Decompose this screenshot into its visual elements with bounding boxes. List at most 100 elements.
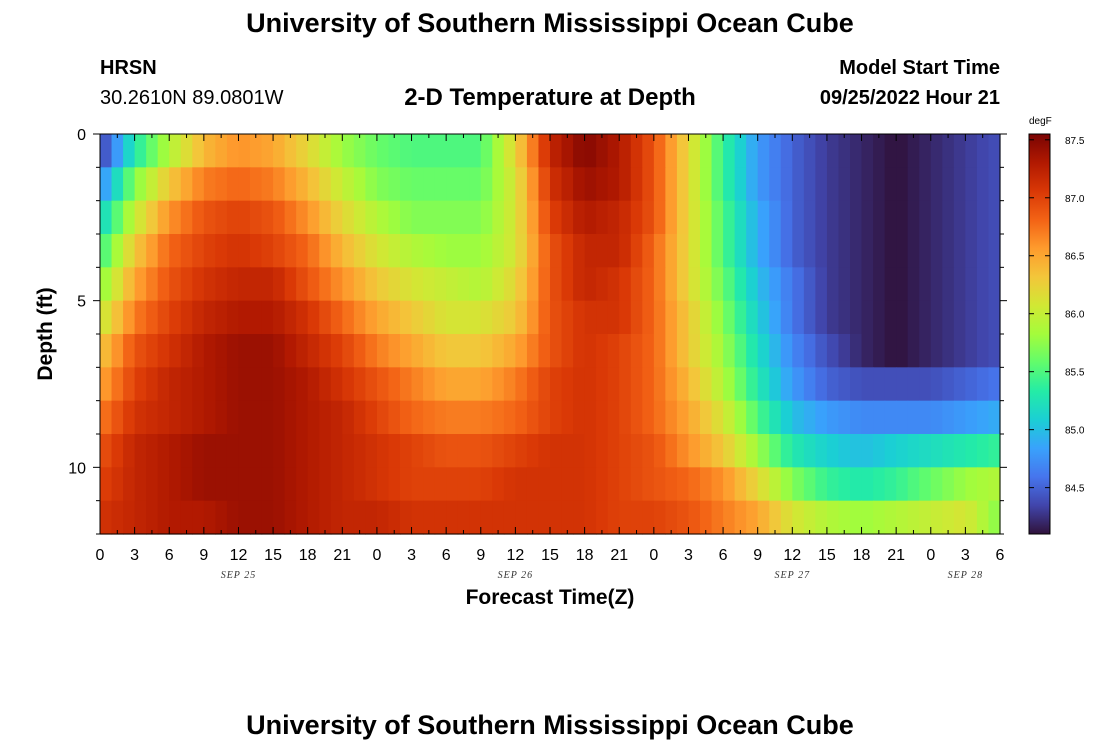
- heatmap-cell: [203, 200, 216, 235]
- heatmap-cell: [457, 200, 470, 235]
- heatmap-cell: [757, 200, 770, 235]
- heatmap-cell: [146, 167, 159, 202]
- heatmap-cell: [203, 234, 216, 268]
- heatmap-cell: [515, 334, 528, 368]
- heatmap-cell: [284, 234, 297, 268]
- heatmap-cell: [757, 367, 770, 402]
- heatmap-cell: [538, 134, 551, 168]
- heatmap-cell: [815, 200, 828, 235]
- heatmap-cell: [319, 167, 332, 202]
- heatmap-cell: [700, 367, 713, 402]
- heatmap-cell: [976, 300, 990, 335]
- heatmap-cell: [803, 234, 816, 268]
- heatmap-cell: [838, 234, 851, 268]
- heatmap-cell: [400, 500, 413, 535]
- heatmap-cell: [976, 434, 990, 468]
- heatmap-cell: [192, 167, 205, 202]
- heatmap-cell: [365, 400, 378, 435]
- heatmap-cell: [688, 467, 701, 502]
- heatmap-cell: [815, 234, 828, 268]
- heatmap-cell: [446, 434, 459, 468]
- heatmap-cell: [330, 267, 343, 302]
- heatmap-cell: [400, 400, 413, 435]
- heatmap-cell: [307, 200, 320, 235]
- heatmap-cell: [169, 134, 182, 168]
- heatmap-cell: [700, 500, 713, 535]
- heatmap-cell: [550, 334, 563, 368]
- heatmap-cell: [100, 367, 113, 402]
- heatmap-cell: [630, 367, 643, 402]
- heatmap-cell: [261, 334, 274, 368]
- heatmap-cell: [746, 267, 759, 302]
- heatmap-cell: [261, 200, 274, 235]
- heatmap-cell: [769, 334, 782, 368]
- heatmap-cell: [342, 134, 355, 168]
- heatmap-cell: [780, 467, 793, 502]
- heatmap-cell: [261, 400, 274, 435]
- heatmap-cell: [503, 434, 516, 468]
- heatmap-cell: [584, 400, 597, 435]
- heatmap-cell: [826, 334, 840, 368]
- heatmap-cell: [180, 434, 193, 468]
- heatmap-cell: [780, 367, 793, 402]
- heatmap-cell: [238, 434, 251, 468]
- heatmap-cell: [953, 200, 966, 235]
- heatmap-cell: [365, 300, 378, 335]
- heatmap-cell: [907, 300, 920, 335]
- heatmap-cell: [434, 167, 447, 202]
- heatmap-cell: [238, 500, 251, 535]
- heatmap-cell: [746, 200, 759, 235]
- heatmap-cell: [688, 334, 701, 368]
- heatmap-cell: [826, 267, 840, 302]
- heatmap-cell: [250, 400, 263, 435]
- heatmap-cell: [284, 167, 297, 202]
- heatmap-cell: [469, 467, 482, 502]
- heatmap-cell: [815, 500, 828, 535]
- heatmap-cell: [526, 300, 540, 335]
- heatmap-cell: [307, 434, 320, 468]
- heatmap-cell: [250, 467, 263, 502]
- heatmap-cell: [146, 234, 159, 268]
- heatmap-cell: [226, 267, 240, 302]
- heatmap-cell: [896, 234, 909, 268]
- heatmap-cell: [446, 467, 459, 502]
- heatmap-cell: [330, 167, 343, 202]
- heatmap-cell: [238, 367, 251, 402]
- heatmap-cell: [192, 300, 205, 335]
- heatmap-cell: [134, 434, 147, 468]
- heatmap-cell: [584, 267, 597, 302]
- heatmap-cell: [573, 134, 586, 168]
- heatmap-cell: [526, 234, 540, 268]
- heatmap-cell: [561, 234, 574, 268]
- heatmap-cell: [965, 267, 978, 302]
- heatmap-cell: [192, 200, 205, 235]
- heatmap-cell: [423, 400, 436, 435]
- heatmap-cell: [803, 367, 816, 402]
- heatmap-cell: [561, 334, 574, 368]
- heatmap-cell: [769, 467, 782, 502]
- heatmap-cell: [446, 134, 459, 168]
- heatmap-cell: [192, 434, 205, 468]
- heatmap-cell: [815, 134, 828, 168]
- heatmap-cell: [180, 367, 193, 402]
- heatmap-cell: [134, 300, 147, 335]
- heatmap-cell: [630, 200, 643, 235]
- heatmap-cell: [123, 234, 136, 268]
- heatmap-cell: [446, 167, 459, 202]
- heatmap-cell: [711, 234, 724, 268]
- heatmap-cell: [353, 467, 366, 502]
- heatmap-cell: [965, 434, 978, 468]
- heatmap-cell: [850, 234, 863, 268]
- heatmap-cell: [365, 434, 378, 468]
- heatmap-cell: [919, 267, 932, 302]
- heatmap-cell: [434, 500, 447, 535]
- heatmap-cell: [203, 467, 216, 502]
- heatmap-cell: [988, 334, 1001, 368]
- heatmap-cell: [826, 300, 840, 335]
- heatmap-cell: [746, 500, 759, 535]
- heatmap-cell: [688, 400, 701, 435]
- heatmap-cell: [965, 500, 978, 535]
- footer-title: University of Southern Mississippi Ocean…: [246, 710, 854, 740]
- heatmap-cell: [688, 234, 701, 268]
- heatmap-cell: [400, 367, 413, 402]
